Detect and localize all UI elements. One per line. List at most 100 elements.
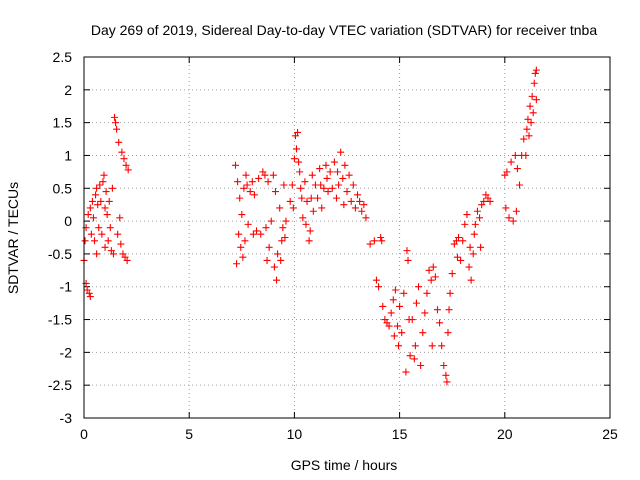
data-point [96,181,104,189]
data-point [277,256,285,264]
data-point [463,211,471,219]
data-point [109,250,117,258]
data-point [267,217,275,225]
data-point [421,309,429,317]
data-point [86,204,94,212]
data-point [115,138,123,146]
data-point [347,197,355,205]
data-point [233,260,241,268]
grid [84,57,610,418]
data-point [528,92,536,100]
data-point [244,220,252,228]
data-point [527,119,535,127]
data-point [443,378,451,386]
data-point [410,355,418,363]
data-point [250,191,258,199]
data-point [324,188,332,196]
data-point [236,194,244,202]
data-point [89,214,97,222]
data-point [378,237,386,245]
data-point [532,66,540,74]
y-tick-label: -1 [60,279,73,295]
data-point [281,234,289,241]
data-point [235,230,243,238]
data-point [473,207,481,215]
data-point [526,102,534,110]
data-point [442,371,450,379]
data-point [512,207,520,215]
data-point [440,361,448,369]
data-point [402,368,410,376]
data-point [261,171,269,179]
plot-frame [83,56,611,419]
data-point [102,188,110,196]
data-point [92,191,100,199]
data-point [303,197,311,205]
data-point [341,161,349,169]
data-point [408,316,416,324]
data-point [84,211,92,219]
data-point [417,361,425,369]
data-point [271,188,279,196]
data-point [241,237,249,245]
data-point [87,230,95,238]
data-point [502,204,510,212]
data-point [328,184,336,192]
data-point [116,214,124,222]
data-point [104,237,112,245]
data-point [103,211,111,219]
data-point [122,161,130,169]
axis-ticks: 0 5 10 15 20 25 -3 -2.5 -2 -1.5 -1 -0.5 0 0.5 1 1.5 2 2.5 [48,49,618,442]
data-point [85,289,93,297]
data-point [530,79,538,87]
data-point [377,234,385,241]
data-point [297,184,305,192]
y-tick-label: -2.5 [48,377,72,393]
data-point [81,237,89,245]
data-point [524,115,532,123]
data-point [391,286,399,294]
data-point [314,194,322,202]
data-point [114,230,122,238]
data-point [255,174,263,182]
data-point [366,240,374,248]
data-point [433,306,441,314]
data-point [93,250,101,258]
x-axis-label: GPS time / hours [291,457,398,473]
data-point [427,276,435,284]
data-point [477,243,485,251]
data-point [445,306,453,314]
data-point [301,178,309,186]
data-point [306,227,314,235]
y-tick-label: 2 [64,82,72,98]
data-point [296,168,304,176]
data-point [94,201,102,209]
data-point [486,197,494,205]
data-point [385,322,393,330]
data-point [444,329,452,337]
data-point [356,197,364,205]
data-point [360,201,368,209]
data-point [335,181,343,189]
y-axis-label: SDTVAR / TECUs [5,182,21,294]
data-point [294,128,302,136]
data-point [415,283,423,291]
data-point [248,178,256,186]
data-point [302,220,310,228]
data-point [411,342,419,350]
data-point [398,329,406,337]
data-point [362,214,370,222]
x-tick-label: 10 [287,426,303,442]
data-point [276,204,284,212]
data-point [372,276,380,284]
data-point [298,194,306,202]
data-point [358,207,366,215]
data-point [446,289,454,297]
data-point [330,158,338,166]
data-point [282,217,290,225]
data-point [234,178,242,186]
data-point [286,197,294,205]
data-point [295,158,303,166]
data-point [525,132,533,140]
